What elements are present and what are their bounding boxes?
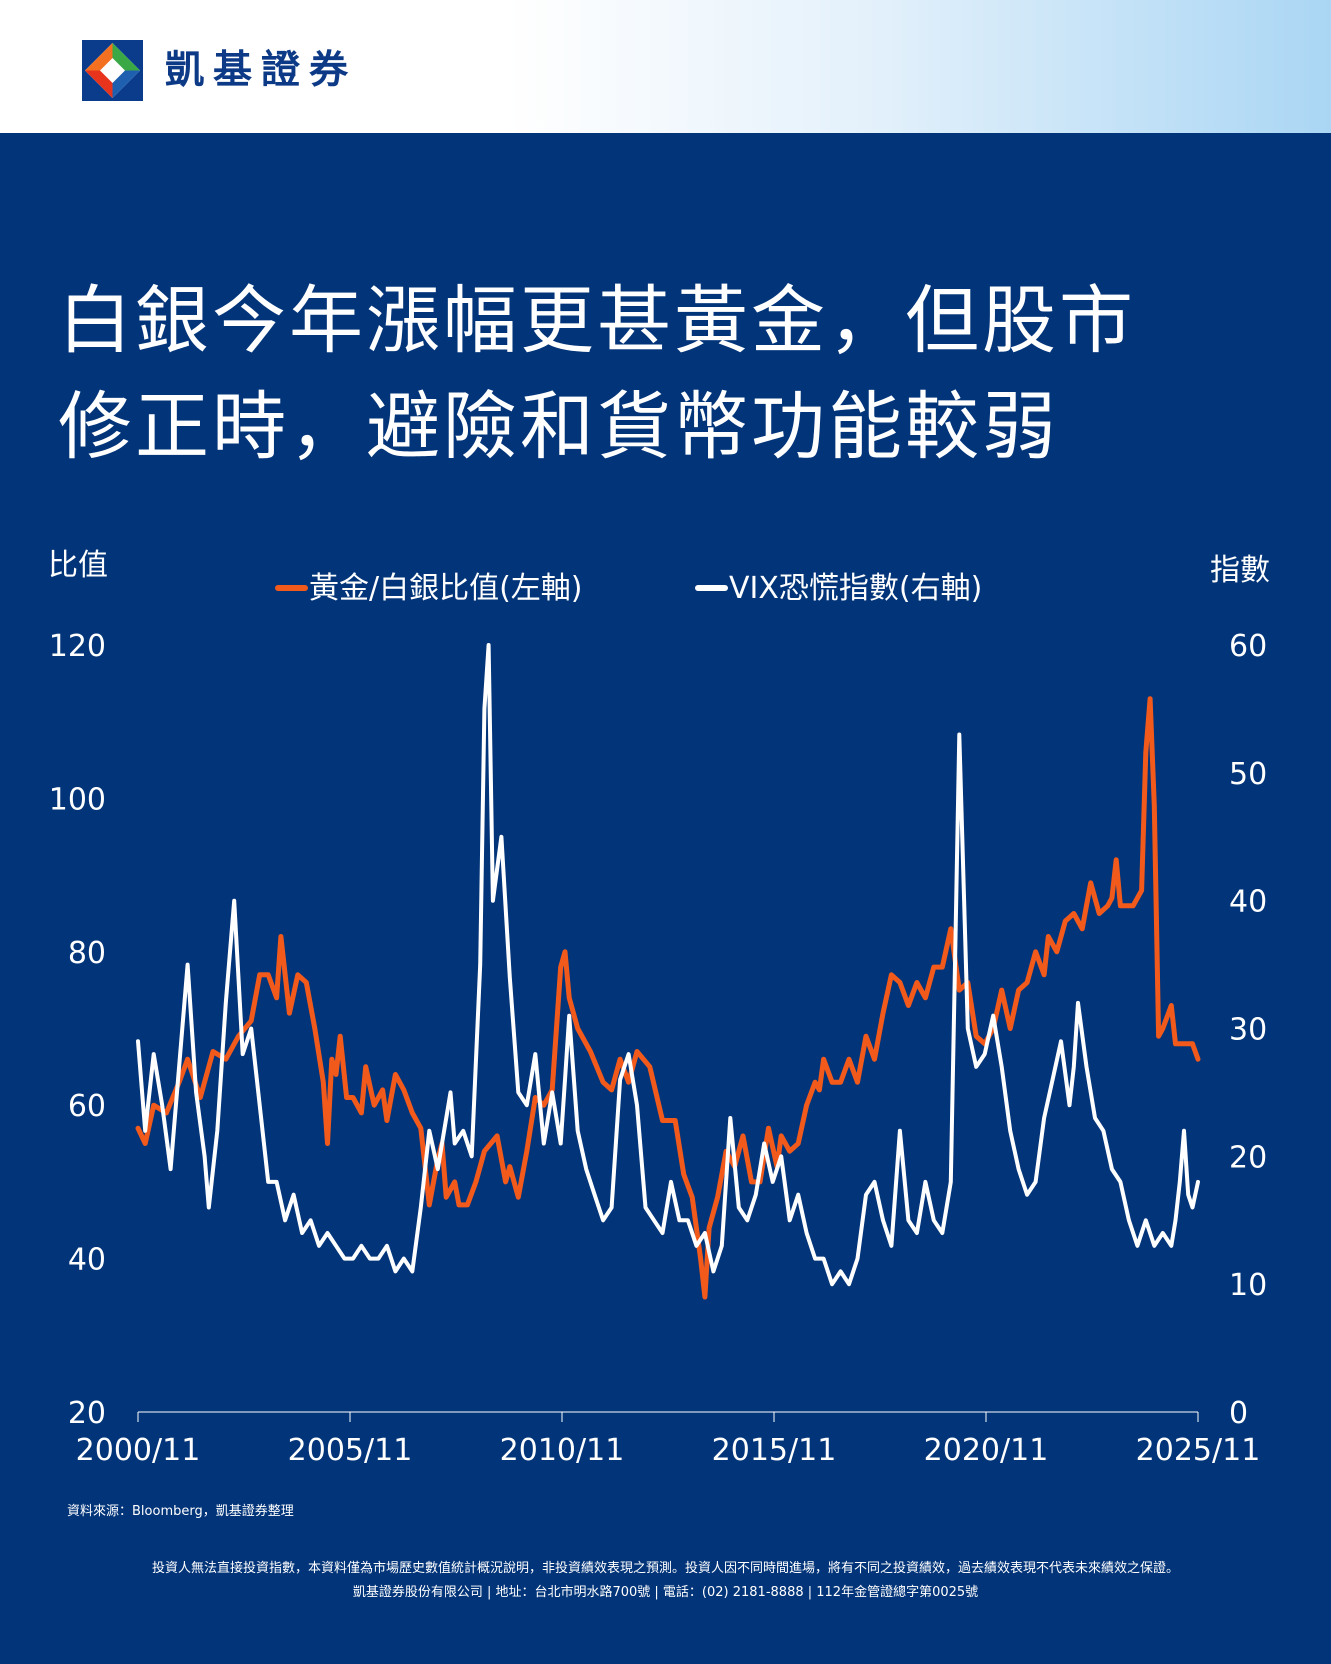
left-tick-label: 120 <box>49 629 106 664</box>
x-tick-label: 2020/11 <box>924 1433 1049 1468</box>
right-tick-label: 60 <box>1229 629 1267 664</box>
disclaimer: 投資人無法直接投資指數，本資料僅為市場歷史數值統計概況說明，非投資績效表現之預測… <box>151 1561 1179 1576</box>
source-note: 資料來源：Bloomberg，凱基證券整理 <box>67 1504 294 1519</box>
left-tick-label: 20 <box>68 1396 106 1431</box>
right-axis-ticks: 0 10 20 30 40 50 60 <box>1229 629 1267 1431</box>
x-tick-label: 2010/11 <box>500 1433 625 1468</box>
right-tick-label: 40 <box>1229 885 1267 920</box>
legend-label-gold-silver: 黃金/白銀比值(左軸) <box>309 571 583 606</box>
x-tick-label: 2015/11 <box>712 1433 837 1468</box>
x-tick-label: 2005/11 <box>288 1433 413 1468</box>
header: 凱基證券 <box>0 0 1331 133</box>
right-tick-label: 30 <box>1229 1013 1267 1048</box>
series-line-vix <box>136 643 1200 1287</box>
series-line-gold-silver-ratio <box>135 696 1201 1300</box>
right-tick-label: 20 <box>1229 1140 1267 1175</box>
right-axis-label: 指數 <box>1210 553 1270 588</box>
left-tick-label: 40 <box>68 1243 106 1278</box>
left-tick-label: 60 <box>68 1089 106 1124</box>
company-info: 凱基證券股份有限公司 | 地址：台北市明水路700號 | 電話：(02) 218… <box>352 1585 979 1600</box>
left-axis-ticks: 20 40 60 80 100 120 <box>49 629 106 1431</box>
title-line-1: 白銀今年漲幅更甚黃金，但股市 <box>58 278 1136 364</box>
left-tick-label: 80 <box>68 936 106 971</box>
legend-label-vix: VIX恐慌指數(右軸) <box>729 571 982 606</box>
title-line-2: 修正時，避險和貨幣功能較弱 <box>58 384 1059 470</box>
page-title: 白銀今年漲幅更甚黃金，但股市 修正時，避險和貨幣功能較弱 <box>58 268 1288 480</box>
left-tick-label: 100 <box>49 782 106 817</box>
x-axis-ticks: 2000/11 2005/11 2010/11 2015/11 2020/11 2025/… <box>76 1412 1261 1468</box>
right-tick-label: 0 <box>1229 1396 1248 1431</box>
right-tick-label: 50 <box>1229 757 1267 792</box>
right-tick-label: 10 <box>1229 1268 1267 1303</box>
left-axis-label: 比值 <box>48 548 108 583</box>
brand-name: 凱基證券 <box>165 48 358 93</box>
brand-logo-icon <box>82 40 143 101</box>
x-tick-label: 2025/11 <box>1136 1433 1261 1468</box>
x-tick-label: 2000/11 <box>76 1433 201 1468</box>
